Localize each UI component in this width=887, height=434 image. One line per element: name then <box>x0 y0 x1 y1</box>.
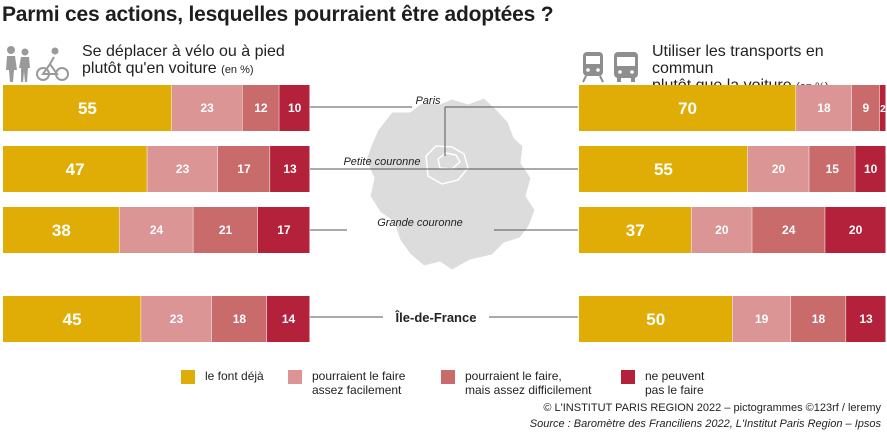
right-bar-deja <box>579 146 748 192</box>
left-bar-non <box>267 296 310 342</box>
left-header-unit: (en %) <box>221 64 254 76</box>
right-bar-difficile <box>809 146 855 192</box>
left-bar-non <box>279 85 310 131</box>
left-bar-deja <box>3 207 120 253</box>
left-bar-difficile <box>217 146 270 192</box>
legend-swatch-non <box>621 370 635 384</box>
legend-swatch-difficile <box>441 370 455 384</box>
right-bar-value-label: 20 <box>772 162 786 176</box>
right-header-line1: Utiliser les transports en commun <box>652 43 824 77</box>
legend-swatch-facile <box>288 370 302 384</box>
right-bar-value-label: 10 <box>864 162 878 176</box>
left-bar-facile <box>171 85 242 131</box>
left-bar-deja <box>3 146 147 192</box>
left-bar-value-label: 45 <box>63 310 82 329</box>
right-bar-facile <box>691 207 752 253</box>
left-bar-difficile <box>211 296 267 342</box>
chart-title: Parmi ces actions, lesquelles pourraient… <box>2 3 554 26</box>
legend-label: ne peuvent <box>645 369 705 383</box>
left-chart-header: Se déplacer à vélo ou à pied plutôt qu'e… <box>82 43 285 79</box>
right-bar-value-label: 70 <box>678 99 697 118</box>
right-bar-non <box>855 146 886 192</box>
left-bar-non <box>270 146 310 192</box>
legend-item-deja: le font déjà <box>181 369 264 384</box>
left-bar-difficile <box>242 85 279 131</box>
left-header-line1: Se déplacer à vélo ou à pied <box>82 43 285 60</box>
left-bar-value-label: 14 <box>282 312 296 326</box>
right-bar-value-label: 37 <box>626 221 645 240</box>
right-bar-deja <box>579 207 691 253</box>
left-bar-non <box>257 207 310 253</box>
right-bar-value-label: 13 <box>859 312 873 326</box>
left-bar-value-label: 38 <box>52 221 71 240</box>
left-header-line2: plutôt qu'en voiture <box>82 60 217 77</box>
right-bar-deja <box>579 296 732 342</box>
left-bar-value-label: 13 <box>283 162 297 176</box>
cyclist-icon <box>36 47 69 81</box>
right-bar-difficile <box>752 207 825 253</box>
legend-label: assez facilement <box>312 383 402 397</box>
right-bar-difficile <box>851 85 880 131</box>
legend-item-non: ne peuvent pas le faire <box>621 369 704 397</box>
left-bar-value-label: 23 <box>200 101 214 115</box>
right-bar-value-label: 55 <box>654 160 673 179</box>
right-bar-value-label: 24 <box>782 223 796 237</box>
right-bar-facile <box>796 85 852 131</box>
right-bar-difficile <box>790 296 846 342</box>
ile-de-france-map <box>365 97 536 271</box>
left-bar-deja <box>3 85 172 131</box>
right-bar-non <box>879 85 886 131</box>
bar-segments: 55 23 12 10 47 23 17 13 38 24 21 17 45 23 18 14 70 18 9 2 55… <box>3 85 886 342</box>
right-bar-value-label: 15 <box>826 162 840 176</box>
right-bar-value-label: 20 <box>715 223 729 237</box>
right-bar-value-label: 18 <box>817 101 831 115</box>
left-bar-value-label: 21 <box>219 223 233 237</box>
right-bar-non <box>846 296 886 342</box>
train-icon <box>582 52 604 83</box>
left-bar-value-label: 10 <box>288 101 302 115</box>
pedestrians-icon <box>6 46 30 82</box>
legend-label: le font déjà <box>205 369 264 383</box>
credit-text: © L'INSTITUT PARIS REGION 2022 – pictogr… <box>543 402 881 414</box>
left-bar-value-label: 55 <box>78 99 97 118</box>
right-bar-value-label: 19 <box>755 312 769 326</box>
left-bar-value-label: 17 <box>237 162 251 176</box>
legend-label: pas le faire <box>645 383 704 397</box>
legend-label: mais assez difficilement <box>465 383 592 397</box>
legend-item-difficile: pourraient le faire, mais assez difficile… <box>441 369 592 397</box>
right-bar-value-label: 2 <box>880 104 886 115</box>
source-text: Source : Baromètre des Franciliens 2022,… <box>529 418 881 430</box>
right-bar-value-label: 50 <box>646 310 665 329</box>
left-bar-value-label: 47 <box>66 160 85 179</box>
region-label-grande-couronne: Grande couronne <box>377 217 463 229</box>
left-bar-value-label: 23 <box>170 312 184 326</box>
left-bar-value-label: 17 <box>277 223 291 237</box>
legend-label: pourraient le faire, <box>465 369 562 383</box>
left-bar-value-label: 24 <box>150 223 164 237</box>
legend-label: pourraient le faire <box>312 369 406 383</box>
legend-item-facile: pourraient le faire assez facilement <box>288 369 405 397</box>
legend-swatch-deja <box>181 370 195 384</box>
right-bar-facile <box>732 296 791 342</box>
left-bar-facile <box>141 296 212 342</box>
region-label-ile-de-france: Île-de-France <box>395 310 477 325</box>
right-bar-value-label: 20 <box>849 223 863 237</box>
region-label-petite-couronne: Petite couronne <box>343 156 420 168</box>
left-bar-difficile <box>193 207 258 253</box>
right-bar-non <box>825 207 886 253</box>
left-bar-deja <box>3 296 141 342</box>
right-bar-value-label: 18 <box>812 312 826 326</box>
right-bar-value-label: 9 <box>862 101 869 115</box>
bus-icon <box>614 52 638 82</box>
connector-lines <box>310 106 578 318</box>
right-bar-facile <box>747 146 809 192</box>
right-bar-deja <box>579 85 796 131</box>
region-label-paris: Paris <box>415 95 441 107</box>
left-bar-facile <box>119 207 193 253</box>
left-bar-facile <box>147 146 218 192</box>
left-bar-value-label: 12 <box>254 101 268 115</box>
left-bar-value-label: 23 <box>176 162 190 176</box>
left-bar-value-label: 18 <box>233 312 247 326</box>
